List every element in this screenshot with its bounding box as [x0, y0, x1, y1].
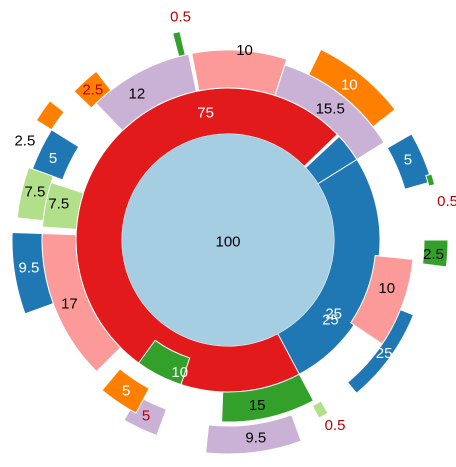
segment-label-s15: 15 [249, 397, 266, 414]
sunburst-segment-s10c [307, 48, 396, 128]
sunburst-segment-s10d [350, 254, 414, 345]
segment-label-s10c: 10 [341, 76, 358, 93]
chart-center-label: 100 [215, 234, 240, 251]
chart-labels: 7525251510177.55121015.552.50.5100.52.51… [14, 8, 456, 446]
segment-label-s25b: 25 [322, 312, 339, 329]
segment-label-s17: 17 [61, 296, 78, 313]
sunburst-segment-s25e [346, 309, 415, 394]
segment-label-s5b: 5 [404, 151, 412, 168]
segment-label-s10b: 10 [236, 42, 253, 59]
segment-label-s10d: 10 [378, 280, 395, 297]
segment-label-s25c: 2.5 [82, 81, 103, 98]
sunburst-segment-s75c [16, 166, 54, 222]
sunburst-segment-s5d [101, 367, 150, 414]
segment-label-s25d: 2.5 [423, 246, 444, 263]
sunburst-segment-s95a [205, 414, 302, 455]
segment-label-s95a: 9.5 [245, 430, 266, 447]
segment-label-s05a: 0.5 [170, 8, 191, 25]
sunburst-segment-s5b [386, 133, 433, 190]
sunburst-segment-s25f [35, 100, 65, 131]
sunburst-segment-s17 [41, 232, 122, 373]
sunburst-segment-s25d [421, 239, 449, 268]
sunburst-segment-s15 [221, 373, 315, 423]
segment-label-s5d: 5 [122, 382, 130, 399]
segment-label-s10a: 10 [171, 364, 188, 381]
chart-arcs [11, 30, 449, 455]
segment-label-s155: 15.5 [316, 101, 345, 118]
chart-center-circle [122, 134, 334, 346]
sunburst-segment-s10a [137, 339, 191, 386]
sunburst-segment-s12 [95, 53, 197, 132]
sunburst-segment-s25c [73, 70, 112, 109]
segment-label-s75: 75 [197, 104, 214, 121]
segment-label-s05c: 0.5 [325, 417, 346, 434]
segment-label-s25f: 2.5 [14, 132, 35, 149]
segment-label-s12: 12 [129, 86, 146, 103]
sunburst-segment-s5a [31, 129, 80, 181]
segment-label-s05b: 0.5 [437, 193, 456, 210]
segment-label-s25a: 25 [325, 305, 342, 322]
segment-label-s5a: 5 [49, 150, 57, 167]
segment-label-s75c: 7.5 [24, 183, 45, 200]
segment-label-s95b: 9.5 [19, 259, 40, 276]
sunburst-segment-s05b [425, 173, 436, 187]
sunburst-segment-s05c [311, 400, 329, 419]
segment-label-s75b: 7.5 [48, 196, 69, 213]
segment-label-s5c: 5 [142, 407, 150, 424]
sunburst-segment-s95b [11, 231, 54, 315]
sunburst-segment-s05a [171, 30, 186, 58]
segment-label-s25e: 25 [376, 345, 393, 362]
